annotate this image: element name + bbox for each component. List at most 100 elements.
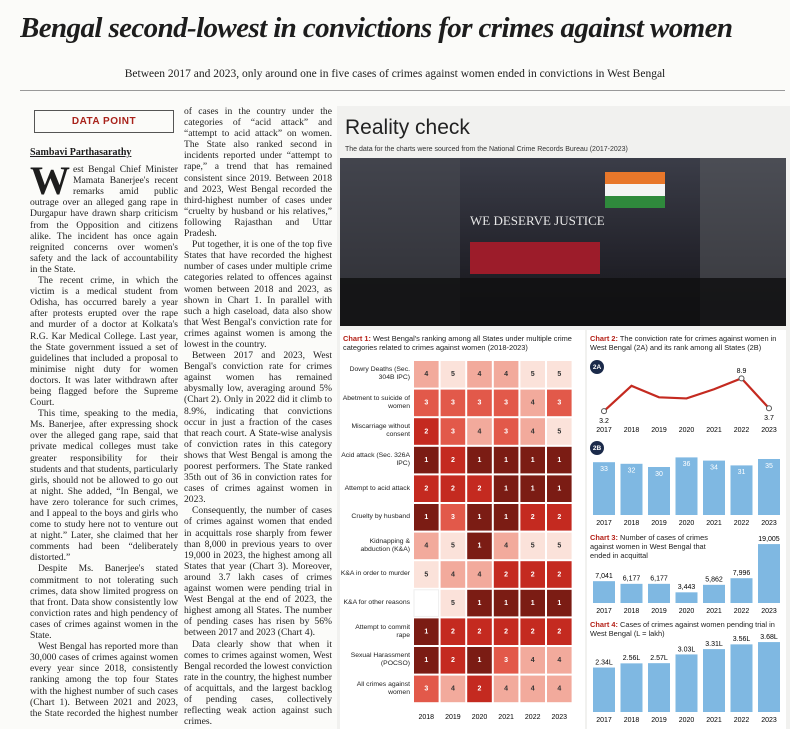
x-tick-label: 2019	[651, 427, 667, 434]
value-label: 2.56L	[623, 655, 641, 662]
heat-cell	[520, 446, 545, 474]
cell-label: 4	[424, 371, 428, 378]
x-tick-label: 2021	[498, 714, 514, 721]
heat-cell	[414, 475, 439, 502]
paragraph: West Bengal Chief Minister Mamata Banerj…	[30, 158, 178, 275]
paragraph: Between 2017 and 2023, West Bengal's con…	[184, 350, 332, 506]
cell-label: 1	[478, 600, 482, 607]
x-tick-label: 2017	[596, 520, 612, 527]
cell-label: 5	[557, 543, 561, 550]
cell-label: 3	[424, 400, 428, 407]
heat-cell	[467, 532, 492, 560]
chart-title: Chart 4: Cases of crimes against women p…	[590, 620, 785, 638]
value-label: 6,177	[650, 576, 668, 583]
bar	[593, 667, 615, 712]
heat-cell	[547, 532, 572, 560]
row-label: Attempt to acid attack	[344, 484, 410, 492]
cell-label: 5	[451, 600, 455, 607]
x-tick-label: 2020	[472, 714, 488, 721]
cell-label: 1	[504, 514, 508, 521]
cell-label: 3	[451, 400, 455, 407]
bar	[620, 663, 643, 712]
row-label: Cruelty by husband	[351, 513, 410, 521]
chart-title-text: Cases of crimes against women pending tr…	[590, 620, 775, 638]
value-label: 19,005	[758, 536, 780, 543]
heat-cell	[493, 647, 519, 674]
heat-cell	[467, 504, 492, 531]
row-label: Sexual Harassment (POCSO)	[350, 652, 410, 668]
heat-cell	[520, 361, 545, 388]
x-tick-label: 2021	[706, 608, 722, 615]
cell-label: 4	[504, 543, 508, 550]
cell-label: 2	[451, 657, 455, 664]
cell-label: 5	[557, 371, 561, 378]
cell-label: 2	[531, 571, 535, 578]
x-tick-label: 2020	[679, 520, 695, 527]
x-tick-label: 2020	[679, 717, 695, 724]
cell-label: 3	[451, 514, 455, 521]
heat-cell	[493, 446, 519, 474]
bar	[703, 649, 725, 712]
cell-label: 1	[557, 486, 561, 493]
heat-cell	[467, 361, 492, 388]
paragraph: This time, speaking to the media, Ms. Ba…	[30, 408, 178, 564]
heat-cell	[520, 418, 545, 445]
heat-cell	[440, 475, 466, 502]
chart-title: Chart 2: The conviction rate for crimes …	[590, 334, 785, 352]
value-label: 7,041	[595, 573, 613, 580]
heat-cell	[414, 647, 439, 674]
bar	[758, 459, 780, 515]
x-tick-label: 2021	[706, 717, 722, 724]
cell-label: 5	[424, 571, 428, 578]
heat-cell	[520, 561, 545, 588]
cell-label: 1	[478, 514, 482, 521]
cell-label: 4	[504, 371, 508, 378]
heat-cell	[440, 647, 466, 674]
bar	[648, 583, 670, 603]
value-label: 3.31L	[705, 641, 723, 648]
cell-label: 1	[504, 486, 508, 493]
cell-label: 2	[504, 629, 508, 636]
bar	[620, 583, 643, 603]
heat-cell	[493, 675, 519, 703]
x-tick-label: 2022	[734, 520, 750, 527]
x-tick-label: 2018	[624, 427, 640, 434]
cell-label: 1	[504, 600, 508, 607]
value-label: 3.7	[764, 415, 774, 422]
heat-cell	[547, 446, 572, 474]
value-label: 3.2	[599, 418, 609, 425]
chart-title: Chart 1: West Bengal's ranking among all…	[343, 334, 583, 352]
chart-label: Chart 4:	[590, 620, 618, 629]
cell-label: 4	[478, 571, 482, 578]
heat-cell	[520, 675, 545, 703]
heat-cell	[440, 446, 466, 474]
paragraph: Consequently, the number of cases of cri…	[184, 505, 332, 639]
row-label: K&A for other reasons	[343, 599, 411, 607]
cell-label: 2	[504, 571, 508, 578]
heat-cell	[493, 561, 519, 588]
heat-cell	[440, 361, 466, 388]
point	[766, 405, 772, 412]
heat-cell	[520, 647, 545, 674]
row-label: Kidnapping & abduction (K&A)	[360, 537, 411, 553]
heat-cell	[440, 561, 466, 588]
cell-label: 2	[557, 629, 561, 636]
heat-cell	[414, 561, 439, 588]
x-tick-label: 2023	[761, 520, 777, 527]
heat-cell	[547, 418, 572, 445]
heat-cell	[467, 418, 492, 445]
row-label: All crimes against women	[356, 680, 410, 696]
heat-cell	[547, 361, 572, 388]
chart-title-text: The conviction rate for crimes against w…	[590, 334, 777, 352]
heat-cell	[414, 675, 439, 703]
x-tick-label: 2020	[679, 427, 695, 434]
cell-label: 5	[557, 428, 561, 435]
heat-cell	[520, 589, 545, 617]
heat-cell	[467, 675, 492, 703]
badge-label: 2A	[593, 364, 602, 371]
cell-label: 2	[451, 629, 455, 636]
photo-flag	[605, 196, 665, 208]
heat-cell	[440, 504, 466, 531]
